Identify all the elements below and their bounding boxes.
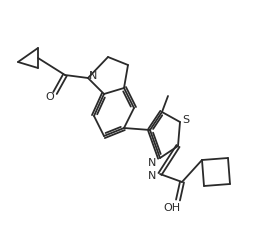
Text: N: N — [148, 171, 156, 181]
Text: OH: OH — [164, 203, 181, 213]
Text: N: N — [89, 71, 97, 81]
Text: S: S — [183, 115, 190, 125]
Text: N: N — [148, 158, 156, 168]
Text: O: O — [46, 92, 54, 102]
